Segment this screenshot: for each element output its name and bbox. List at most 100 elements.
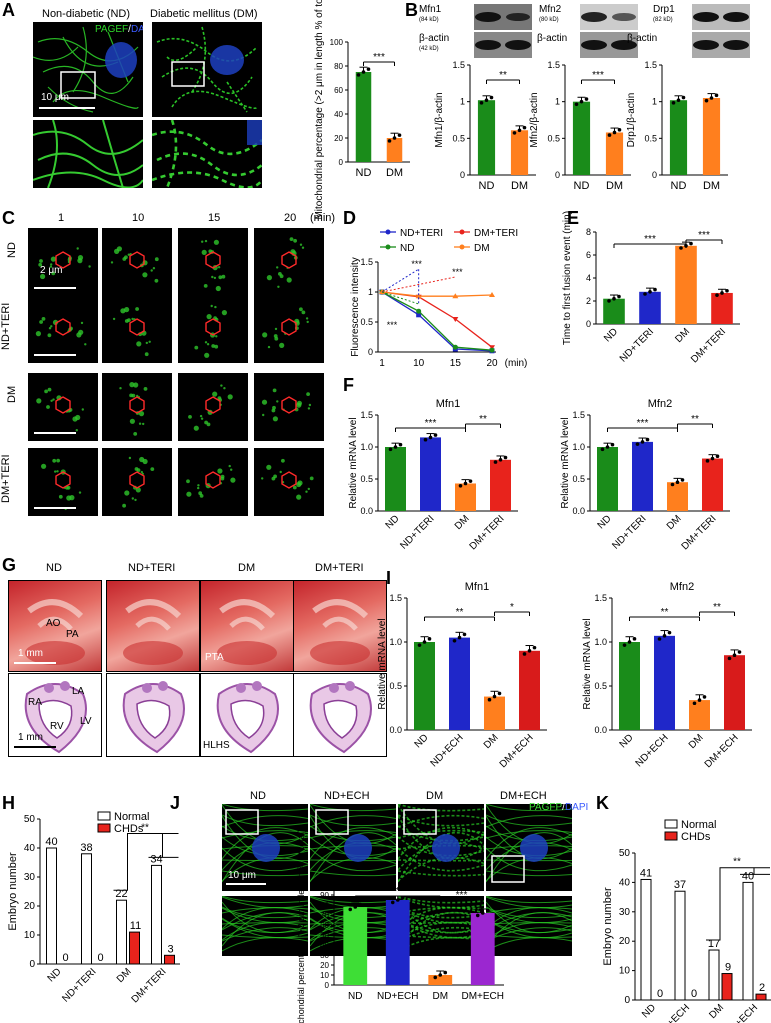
blot-label-actin-3: β-actin xyxy=(627,33,658,44)
legend-swatch-normal xyxy=(664,819,678,829)
data-point xyxy=(489,347,495,353)
legend-marker xyxy=(459,229,465,235)
data-label: 0 xyxy=(691,988,697,1000)
bar-normal xyxy=(151,864,162,965)
significance-label: ** xyxy=(141,823,149,834)
significance-label: *** xyxy=(592,70,604,81)
y-tick-label: 2 xyxy=(586,296,591,306)
bar-normal xyxy=(742,881,754,1001)
panel-label-k: K xyxy=(596,793,609,813)
data-point xyxy=(416,308,422,314)
x-tick-label: ND+ECH xyxy=(429,732,466,769)
legend-marker xyxy=(385,244,391,250)
panel-label-g: G xyxy=(2,555,17,575)
series-line-nd xyxy=(381,291,493,351)
y-tick-label: 60 xyxy=(334,86,343,95)
y-axis-label: Mfn2/β-actin xyxy=(529,92,540,147)
x-tick-label: ND xyxy=(640,1002,658,1020)
panel-label-j: J xyxy=(170,793,181,813)
x-tick-label: DM xyxy=(432,991,448,1002)
data-point xyxy=(732,653,737,657)
y-tick-label: 70 xyxy=(320,911,329,920)
micrograph-a-dm xyxy=(152,22,262,117)
y-tick-label: 0.5 xyxy=(572,474,585,484)
x-tick-label: ND+TERI xyxy=(60,966,98,1004)
stain-sep: / xyxy=(128,24,131,35)
data-point xyxy=(492,694,497,699)
data-point xyxy=(512,131,517,135)
y-tick-label: 1 xyxy=(368,287,373,297)
data-point xyxy=(458,483,463,488)
x-tick-label: ND xyxy=(46,966,64,984)
bar-nd-teri xyxy=(639,291,661,324)
chart-title: Mfn1 xyxy=(465,581,489,593)
significance-label: *** xyxy=(644,234,656,245)
data-point xyxy=(612,130,617,135)
y-tick-label: 0.0 xyxy=(360,506,373,516)
data-point xyxy=(415,293,422,299)
x-tick-label: DM+TERI xyxy=(680,513,719,552)
y-tick-label: 20 xyxy=(24,901,36,912)
y-tick-label: 10 xyxy=(320,971,329,980)
bar-dm xyxy=(386,138,403,162)
significance-label: ** xyxy=(691,414,699,425)
sig-line xyxy=(381,268,419,293)
y-tick-label: 0 xyxy=(586,319,591,329)
x-tick-label: ND+TERI xyxy=(398,513,436,551)
legend-swatch-chds xyxy=(664,831,678,841)
blot-label-actin-2: β-actin xyxy=(537,33,568,44)
data-point xyxy=(662,634,667,638)
bar-nd xyxy=(355,72,372,162)
mito-zoom-image xyxy=(33,120,143,188)
significance-label: *** xyxy=(425,418,437,429)
mito-network-image xyxy=(156,26,258,113)
data-point xyxy=(737,650,742,654)
data-point xyxy=(433,975,438,980)
data-point xyxy=(498,458,503,462)
y-tick-label: 50 xyxy=(619,848,631,859)
x-tick-label: DM xyxy=(665,513,684,532)
data-label: 37 xyxy=(674,879,686,891)
panel-label-h: H xyxy=(2,793,15,813)
y-tick-label: 20 xyxy=(619,936,631,947)
mito-network-image xyxy=(33,26,139,113)
bar-dm xyxy=(667,482,688,511)
x-tick-label: DM xyxy=(673,326,692,345)
y-axis-label: Mitochondrial percentage (>2 μm in lengt… xyxy=(296,829,306,1023)
data-point xyxy=(715,293,719,297)
bar-dm-teri xyxy=(490,459,511,511)
data-point xyxy=(480,911,485,915)
bar-dm xyxy=(689,700,710,730)
data-point xyxy=(468,479,473,483)
data-point xyxy=(443,970,448,975)
y-axis-label: Relative mRNA level xyxy=(377,618,388,709)
x-tick-label: ND xyxy=(348,991,362,1002)
significance-label: * xyxy=(510,602,514,613)
y-tick-label: 0.5 xyxy=(594,681,607,691)
data-point xyxy=(358,902,363,907)
y-tick-label: 1.5 xyxy=(644,60,657,70)
bar-nd xyxy=(619,642,640,730)
x-tick-label: DM+ECH xyxy=(498,732,536,770)
bar-nd xyxy=(669,100,688,175)
data-point xyxy=(610,442,615,447)
significance-label: *** xyxy=(411,259,422,269)
y-tick-label: 50 xyxy=(24,814,36,825)
y-axis-label: Fluorescence intensity xyxy=(350,257,361,357)
y-tick-label: 1.5 xyxy=(572,410,585,420)
data-point xyxy=(395,898,400,902)
data-point xyxy=(361,70,366,74)
bar-nd xyxy=(603,298,625,324)
significance-label: ** xyxy=(456,607,464,618)
bar-normal xyxy=(81,853,92,965)
chart-title: Mfn2 xyxy=(670,581,694,593)
data-point xyxy=(433,433,438,437)
x-tick-label: DM xyxy=(703,180,720,192)
data-point xyxy=(353,905,358,909)
data-point xyxy=(398,442,403,447)
data-point xyxy=(517,128,522,133)
series-line-nd-teri xyxy=(381,291,493,352)
data-point xyxy=(527,649,532,653)
blot-label-actin: β-actin xyxy=(419,33,450,44)
bar-nd xyxy=(343,907,368,985)
